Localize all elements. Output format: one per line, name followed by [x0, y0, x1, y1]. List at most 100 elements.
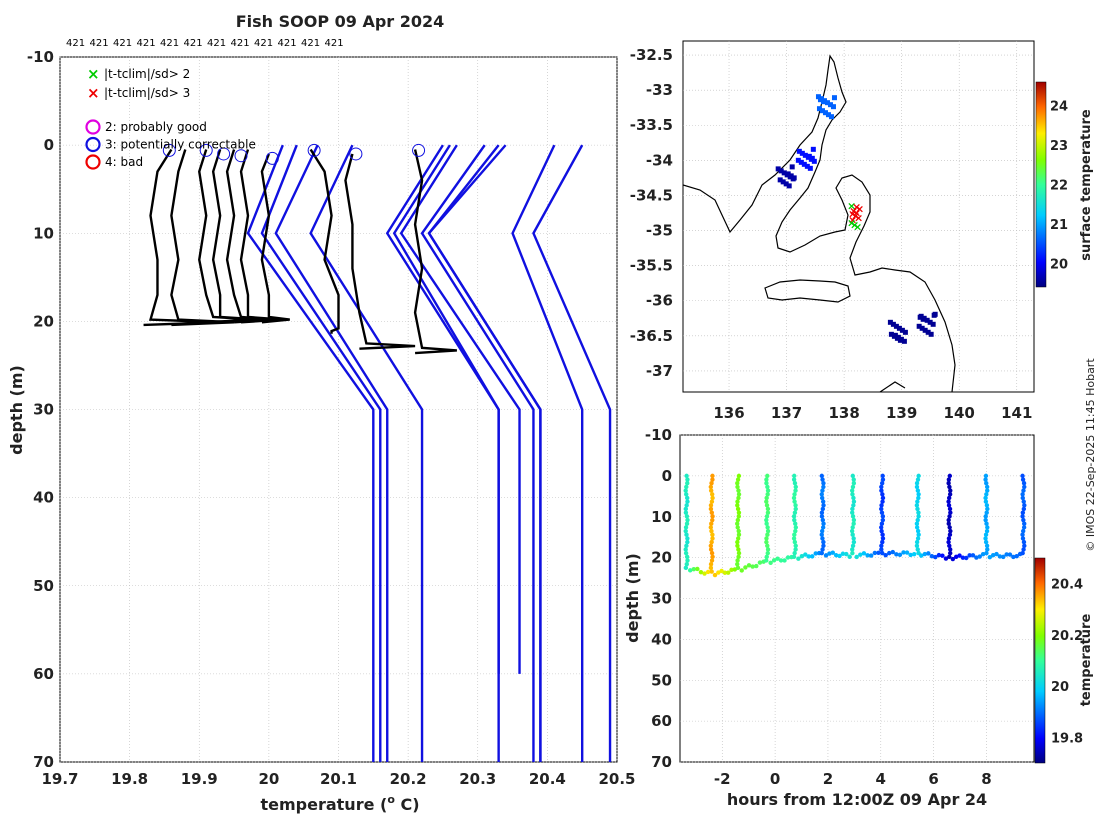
temperature-dot [775, 556, 780, 561]
temperature-dot [792, 492, 797, 497]
temperature-dot [684, 561, 689, 567]
y-tick-label: 60 [651, 712, 672, 730]
temperature-dot [861, 551, 867, 556]
map-axes-box [682, 40, 1035, 393]
sst-cell [922, 327, 928, 333]
temperature-dot [879, 488, 884, 493]
temperature-dot [948, 547, 953, 552]
temperature-dot [821, 539, 826, 545]
temperature-dot [897, 552, 903, 558]
temperature-dot [879, 506, 884, 512]
temperature-dot [735, 561, 740, 567]
y-tick-label: 0 [44, 136, 54, 154]
temperature-dot [946, 495, 952, 501]
platform-label: 421 [137, 38, 156, 49]
temperature-dot [750, 564, 755, 569]
temperature-dot [908, 552, 913, 558]
climatology-lines [246, 144, 612, 762]
temperature-dot [851, 495, 856, 501]
temperature-dot [1020, 532, 1025, 537]
temperature-dot [1022, 521, 1027, 526]
temperature-dot [820, 477, 825, 482]
profile-line [344, 153, 416, 350]
temperature-dot [791, 514, 797, 519]
flag-circle [162, 143, 176, 157]
temperature-dot [764, 554, 769, 560]
temperature-dot [684, 492, 689, 497]
temperature-dot [1020, 495, 1025, 501]
temperature-dot [947, 506, 953, 512]
temperature-dot [980, 551, 986, 557]
temperature-dot [1022, 503, 1027, 508]
temperature-dot [1020, 536, 1026, 541]
y-tick-label: 10 [33, 224, 54, 242]
temperature-dot [946, 517, 951, 523]
temperature-dot [735, 558, 740, 563]
sst-cell [802, 152, 808, 158]
temperature-dot [819, 532, 824, 537]
temperature-dot [736, 536, 741, 541]
flag-circle [199, 143, 213, 157]
temperature-dot [915, 528, 921, 534]
temperature-dot [947, 554, 952, 560]
platform-label: 421 [207, 38, 226, 49]
temperature-dot [879, 481, 885, 486]
sst-cell [817, 97, 823, 103]
legend-circle-label: 4: bad [105, 155, 143, 169]
x-tick-label: 0 [770, 770, 780, 788]
temperature-dot [739, 568, 744, 573]
x-tick-label: 2 [823, 770, 833, 788]
temperature-dot [946, 536, 952, 541]
temperature-dot [765, 532, 770, 537]
temperature-dot [793, 484, 798, 490]
temperature-dot [791, 495, 797, 501]
sst-cell [816, 106, 822, 112]
timeseries-ticks: -2 0 2 4 6 8 -10 0 10 20 30 40 50 60 70 [645, 426, 992, 788]
temperature-dot [708, 565, 714, 571]
temperature-dot [947, 514, 952, 519]
temperature-dot [710, 473, 715, 479]
temperature-dot [821, 521, 826, 526]
temperature-dot [983, 517, 988, 523]
temperature-dot [712, 572, 718, 578]
temperature-dot [850, 514, 856, 519]
sst-cell [811, 158, 817, 164]
temperature-dot [915, 517, 920, 523]
temperature-dot [764, 495, 769, 501]
colorbar-tick-label: 24 [1050, 100, 1068, 115]
temperature-dot [901, 550, 906, 555]
colorbar-tick-label: 20.4 [1051, 578, 1083, 593]
profile-ticks: 19.7 19.8 19.9 20 20.1 20.2 20.3 20.4 20.5 -10 0 10… [27, 48, 636, 788]
temperature-dot [985, 488, 990, 493]
temperature-dot [943, 556, 949, 561]
temperature-dot [947, 484, 952, 490]
profile-line [413, 149, 457, 355]
sst-cell [778, 168, 784, 174]
y-tick-label: -33.5 [630, 116, 673, 134]
temperature-dot [880, 492, 885, 497]
temperature-dot [709, 510, 715, 515]
temperature-dot [710, 532, 715, 537]
temperature-dot [970, 553, 976, 558]
temperature-dot [684, 514, 690, 519]
sst-cell [927, 319, 933, 325]
temperature-dot [683, 506, 689, 512]
temperature-dot [850, 532, 855, 537]
sst-cell [784, 172, 790, 178]
temperature-dot [990, 552, 996, 558]
temperature-dot [813, 551, 818, 556]
temperature-dot [683, 510, 689, 515]
y-tick-label: 60 [33, 665, 54, 683]
sst-cell [781, 170, 787, 176]
sst-cell [825, 112, 831, 118]
sst-patches [775, 94, 938, 344]
sst-cell [780, 179, 786, 185]
temperature-dot [837, 553, 842, 559]
sst-cell [930, 321, 936, 327]
temperature-dot [851, 517, 857, 523]
legend-circle-label: 2: probably good [105, 120, 207, 134]
temperature-dot [764, 514, 770, 519]
y-tick-label: 70 [33, 753, 54, 771]
sst-cell [796, 148, 802, 154]
sst-cell [790, 176, 796, 182]
